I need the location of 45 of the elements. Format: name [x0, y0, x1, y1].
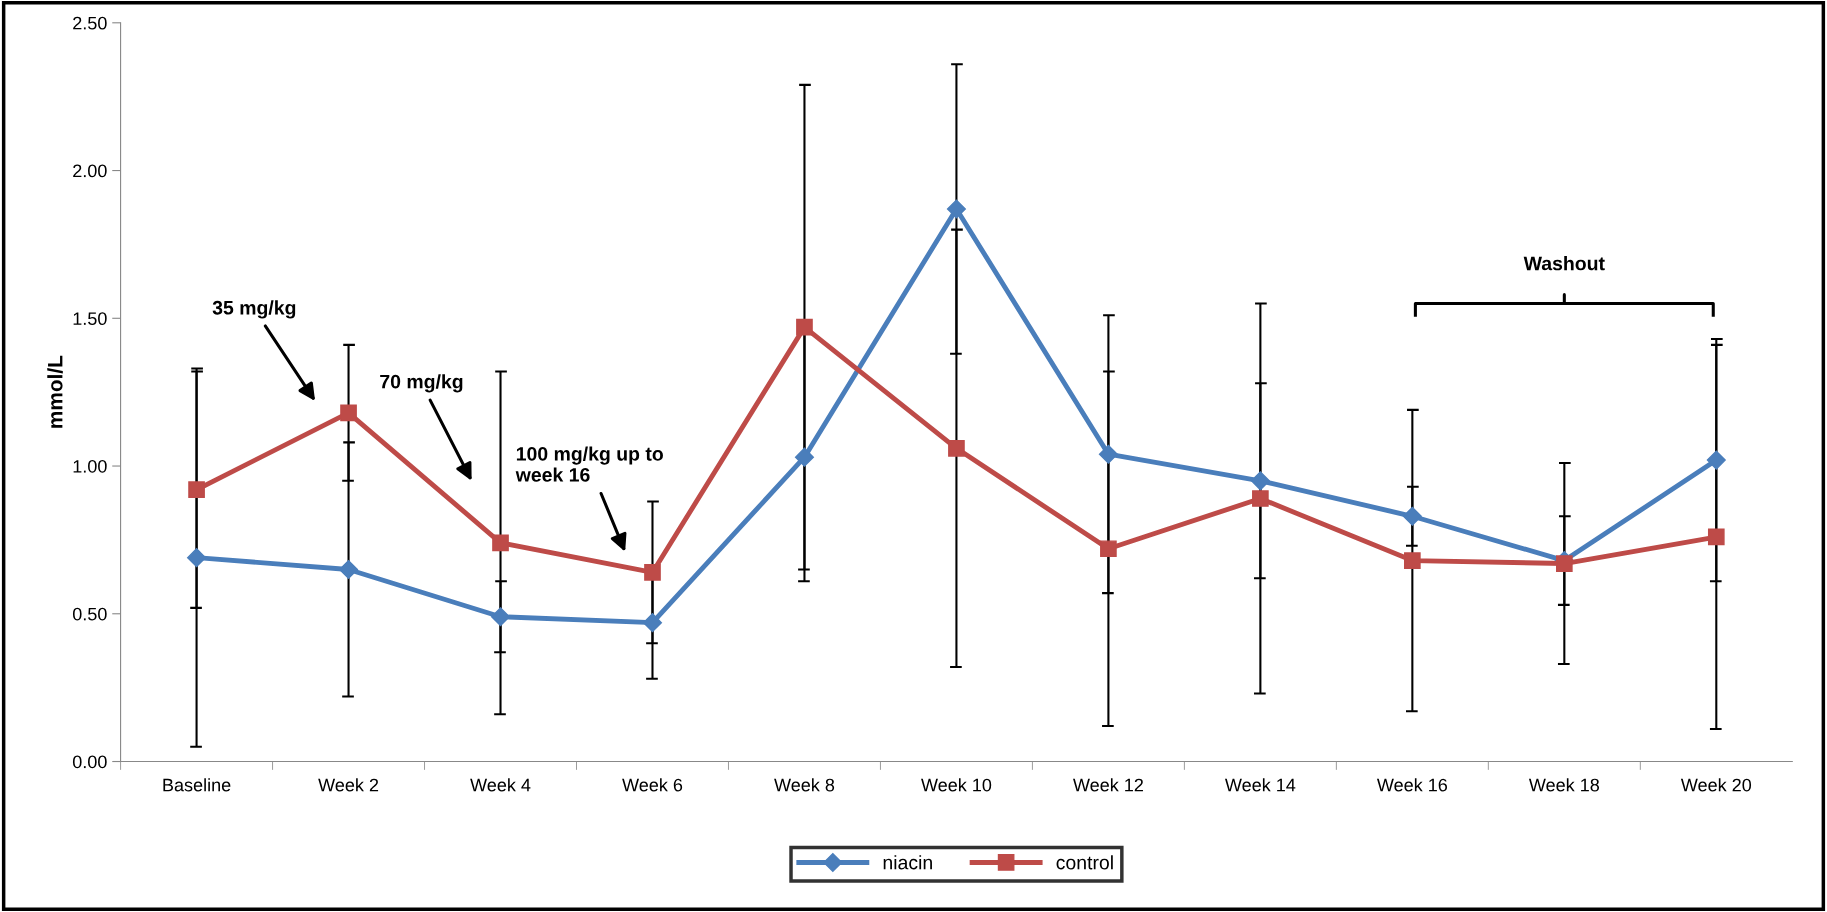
point: [1707, 528, 1725, 546]
y-axis-title: mmol/L: [47, 355, 63, 428]
point: [1555, 555, 1573, 572]
legend-label: niacin: [883, 855, 932, 870]
y-tick-label: 1.00: [73, 459, 107, 473]
point: [492, 534, 509, 552]
x-tick-label: Week 4: [470, 778, 531, 792]
point: [642, 613, 663, 633]
y-tick-label: 1.50: [73, 312, 107, 326]
point: [796, 318, 813, 336]
x-tick-label: Week 18: [1528, 778, 1600, 792]
x-tick-label: Week 10: [921, 778, 992, 792]
point: [1100, 540, 1117, 558]
x-tick-label: Week 14: [1224, 778, 1296, 792]
x-tick-label: Week 2: [318, 778, 379, 792]
point: [1404, 552, 1421, 569]
point: [339, 559, 359, 579]
x-tick-label: Baseline: [163, 778, 231, 792]
y-tick-label: 2.50: [73, 16, 107, 30]
x-tick-label: Week 20: [1680, 778, 1752, 792]
x-tick-label: Week 8: [774, 778, 835, 792]
point: [490, 607, 511, 627]
annotation: 35 mg/kg: [212, 300, 296, 319]
point: [1098, 444, 1118, 464]
point: [187, 548, 207, 568]
point: [1402, 506, 1422, 526]
point: [1250, 471, 1270, 491]
x-tick-label: Week 16: [1376, 778, 1448, 792]
point: [1706, 450, 1726, 470]
point: [188, 481, 205, 499]
y-tick-label: 0.50: [72, 607, 107, 621]
point: [946, 199, 966, 219]
annotation: 100 mg/kg up to week 16: [515, 446, 663, 482]
point: [1252, 490, 1269, 507]
annotation: Washout: [1523, 256, 1605, 271]
point: [644, 564, 661, 581]
y-tick-label: 0.00: [72, 755, 107, 769]
point: [794, 447, 814, 467]
x-tick-label: Week 12: [1073, 778, 1143, 792]
point: [340, 404, 357, 422]
x-tick-label: Week 6: [622, 778, 683, 792]
legend-label: control: [1056, 855, 1113, 870]
y-tick-label: 2.00: [73, 164, 107, 178]
annotation: 70 mg/kg: [380, 374, 463, 393]
point: [948, 439, 965, 457]
